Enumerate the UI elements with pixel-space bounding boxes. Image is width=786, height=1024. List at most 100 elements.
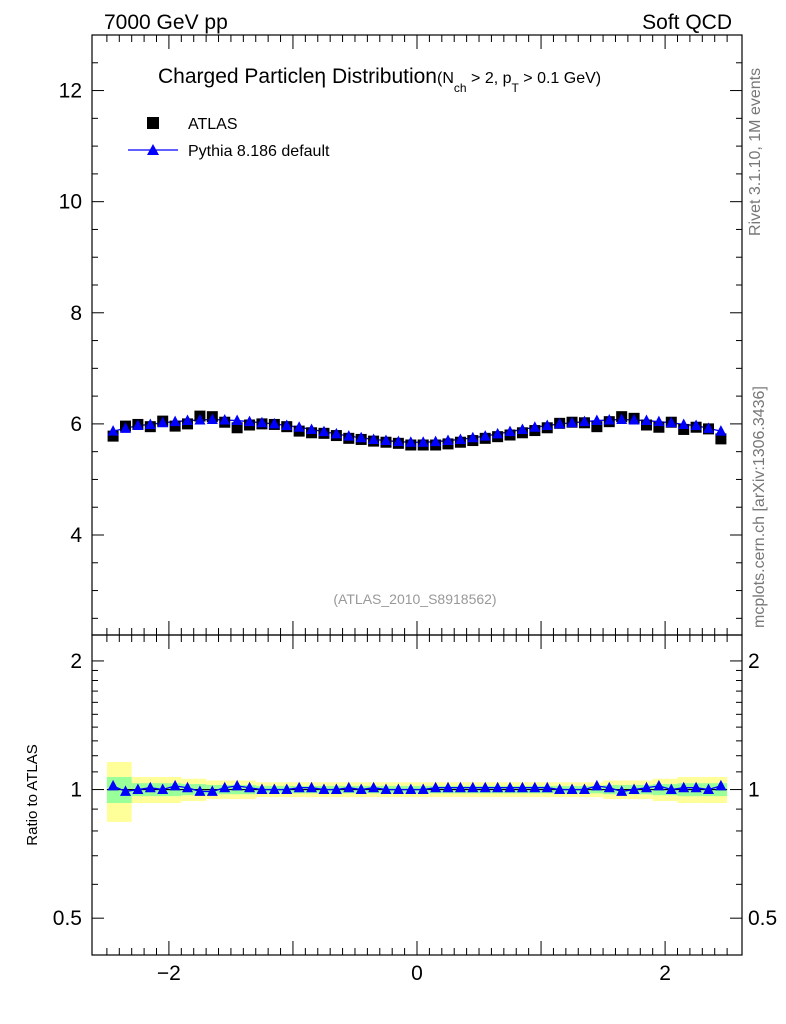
title-main: Charged Particle	[158, 65, 314, 88]
ratio-point	[306, 781, 318, 793]
ratio-y-tick-label-right: 1	[748, 779, 760, 802]
pythia-point	[380, 434, 392, 446]
title-cond-sub2: T	[512, 81, 520, 95]
ratio-y-tick-label-right: 0.5	[748, 907, 777, 930]
pythia-point	[405, 436, 417, 447]
pythia-point	[715, 425, 727, 436]
ratio-point	[430, 781, 442, 793]
ratio-marks	[107, 779, 727, 796]
pythia-point	[430, 435, 442, 447]
main-y-tick-label: 8	[70, 302, 82, 325]
ratio-point	[132, 783, 144, 795]
ratio-point	[231, 779, 243, 791]
pythia-point	[417, 436, 429, 447]
ratio-point	[653, 779, 665, 791]
pythia-point	[653, 415, 665, 427]
ratio-point	[603, 781, 615, 793]
ratio-point	[206, 785, 218, 796]
title-cond-mid: > 2, p	[467, 70, 512, 87]
pythia-point	[578, 415, 590, 427]
ratio-point	[144, 781, 156, 793]
ratio-point	[479, 781, 491, 793]
ratio-plot: 0.5 0.5 1 1 2 2 −2 0 2 Ratio to ATLAS	[24, 634, 777, 985]
pythia-point	[392, 435, 404, 447]
pythia-point	[355, 431, 367, 443]
ratio-point	[244, 781, 256, 793]
atlas-point	[591, 421, 603, 433]
pythia-point	[293, 421, 305, 432]
ratio-y-tick-label-left: 1	[70, 779, 82, 802]
pythia-point	[467, 431, 479, 443]
analysis-watermark: (ATLAS_2010_S8918562)	[333, 591, 496, 607]
ratio-point	[678, 781, 690, 793]
x-tick-label: −2	[157, 962, 181, 985]
ratio-y-axis-label: Ratio to ATLAS	[24, 744, 41, 845]
ratio-point	[107, 779, 119, 791]
ratio-point	[703, 783, 715, 795]
main-y-tick-label: 12	[59, 80, 82, 103]
main-y-tick-labels: 4 6 8 10 12	[59, 80, 83, 547]
pythia-point	[703, 422, 715, 433]
ratio-y-tick-labels: 0.5 0.5 1 1 2 2	[53, 650, 777, 930]
ratio-point	[219, 781, 231, 793]
legend-pythia-marker	[147, 144, 159, 155]
title-cond-close: > 0.1 GeV)	[519, 70, 601, 87]
pythia-point	[566, 416, 578, 428]
title-cond-sub1: ch	[454, 81, 467, 95]
pythia-point	[268, 417, 280, 429]
pythia-point	[516, 423, 528, 434]
main-marks	[107, 410, 727, 451]
pythia-point	[628, 414, 640, 425]
atlas-point	[715, 433, 727, 445]
pythia-point	[492, 427, 504, 439]
ratio-point	[665, 783, 677, 795]
ratio-y-tick-label-right: 2	[748, 650, 760, 673]
atlas-point	[678, 423, 690, 435]
x-tick-label: 2	[659, 962, 671, 985]
ratio-point	[119, 785, 131, 796]
pythia-point	[206, 413, 218, 424]
pythia-point	[690, 419, 702, 431]
pythia-point	[182, 414, 194, 426]
ratio-point	[330, 783, 342, 795]
header-right: Soft QCD	[642, 11, 732, 34]
rivet-label: Rivet 3.1.10, 1M events	[747, 68, 764, 236]
pythia-point	[219, 414, 231, 425]
pythia-point	[442, 434, 454, 446]
pythia-point	[529, 421, 541, 432]
main-ticks	[92, 34, 742, 635]
ratio-point	[157, 783, 169, 795]
legend-atlas-marker	[147, 117, 159, 129]
pythia-point	[132, 419, 144, 431]
ratio-point	[256, 783, 268, 795]
pythia-point	[504, 425, 516, 437]
pythia-point	[144, 418, 156, 429]
ratio-point	[628, 783, 640, 795]
ratio-point	[268, 783, 280, 795]
atlas-point	[653, 421, 665, 433]
pythia-point	[678, 418, 690, 429]
title-main2: Distribution	[326, 65, 437, 88]
atlas-point	[107, 430, 119, 442]
ratio-point	[467, 781, 479, 793]
pythia-point	[616, 413, 628, 424]
ratio-y-tick-label-left: 0.5	[53, 907, 82, 930]
legend: ATLAS Pythia 8.186 default	[128, 116, 330, 160]
pythia-point	[256, 416, 268, 428]
pythia-point	[318, 425, 330, 437]
ratio-point	[504, 781, 516, 793]
pythia-point	[343, 430, 355, 441]
pythia-point	[640, 414, 652, 426]
pythia-point	[281, 419, 293, 431]
ratio-point	[578, 783, 590, 795]
ratio-point	[492, 781, 504, 793]
ratio-point	[640, 781, 652, 793]
legend-pythia-label: Pythia 8.186 default	[188, 143, 330, 160]
ratio-point	[690, 781, 702, 793]
pythia-point	[119, 422, 131, 433]
pythia-point	[157, 416, 169, 428]
title-eta: η	[314, 65, 326, 88]
pythia-point	[244, 415, 256, 427]
